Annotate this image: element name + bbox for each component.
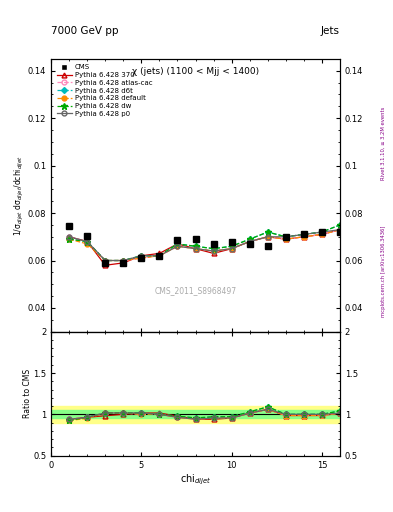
- Legend: CMS, Pythia 6.428 370, Pythia 6.428 atlas-cac, Pythia 6.428 d6t, Pythia 6.428 de: CMS, Pythia 6.428 370, Pythia 6.428 atla…: [55, 62, 154, 119]
- Bar: [51, 410, 340, 418]
- Y-axis label: Ratio to CMS: Ratio to CMS: [23, 369, 32, 418]
- Y-axis label: 1/σ$_{dijet}$ dσ$_{dijet}$/dchi$_{dijet}$: 1/σ$_{dijet}$ dσ$_{dijet}$/dchi$_{dijet}…: [13, 155, 26, 236]
- Text: Jets: Jets: [321, 26, 340, 36]
- Text: mcplots.cern.ch [arXiv:1306.3436]: mcplots.cern.ch [arXiv:1306.3436]: [381, 226, 386, 317]
- Text: CMS_2011_S8968497: CMS_2011_S8968497: [154, 286, 237, 295]
- Text: 7000 GeV pp: 7000 GeV pp: [51, 26, 119, 36]
- Text: χ (jets) (1100 < Mjj < 1400): χ (jets) (1100 < Mjj < 1400): [132, 67, 259, 76]
- X-axis label: chi$_{dijet}$: chi$_{dijet}$: [180, 472, 211, 487]
- Text: Rivet 3.1.10, ≥ 3.2M events: Rivet 3.1.10, ≥ 3.2M events: [381, 106, 386, 180]
- Bar: [51, 406, 340, 422]
